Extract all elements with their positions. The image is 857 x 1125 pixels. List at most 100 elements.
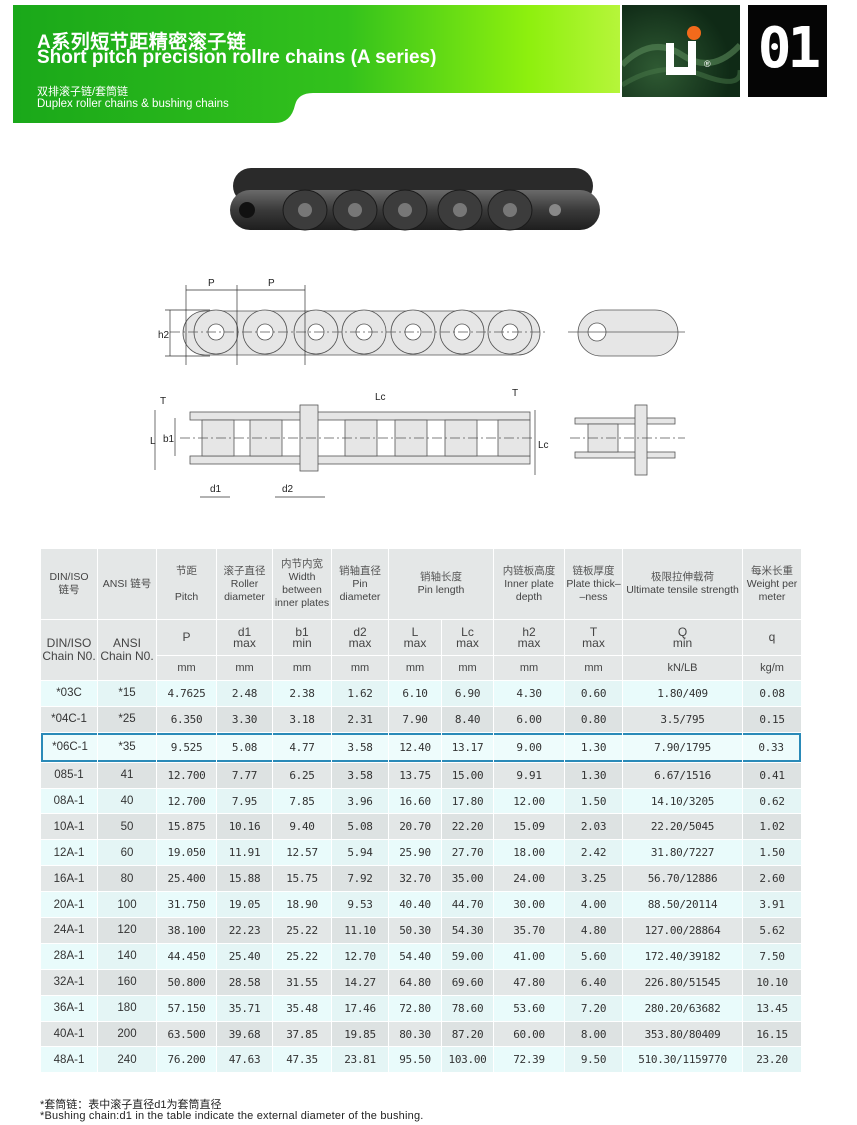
side-view-plate [577, 309, 679, 357]
table-cell: 6.350 [157, 706, 216, 732]
table-cell: 53.60 [494, 995, 565, 1021]
table-row: 085-1 41 12.700 7.77 6.25 3.58 13.75 15.00 9.91 1… [41, 762, 802, 788]
symbol-cell: b1 min [273, 620, 331, 655]
table-cell: 6.67/1516 [623, 762, 743, 788]
table-cell: 16A-1 [41, 866, 97, 892]
table-cell: 10.16 [217, 814, 272, 840]
header-din: DIN/ISO 链号 [41, 549, 97, 619]
table-cell: 44.450 [157, 943, 216, 969]
table-cell: 76.200 [157, 1047, 216, 1073]
unit-cell: kN/LB [623, 656, 743, 680]
banner-background [13, 5, 620, 123]
table-cell: 18.90 [273, 892, 331, 918]
label-pitch-2: P [268, 278, 275, 289]
table-cell: 35.48 [273, 995, 331, 1021]
table-cell: 15.75 [273, 866, 331, 892]
table-row: 36A-1 180 57.150 35.71 35.48 17.46 72.80 78.60 5… [41, 995, 802, 1021]
table-cell: 19.85 [332, 1021, 388, 1047]
table-cell: 2.48 [217, 681, 272, 706]
page-number: 01 [757, 16, 821, 81]
table-cell: 0.60 [565, 681, 623, 706]
table-cell: 085-1 [41, 762, 97, 788]
table-cell: 25.400 [157, 866, 216, 892]
table-cell: 69.60 [442, 969, 494, 995]
table-cell: 30.00 [494, 892, 565, 918]
table-cell: 15.00 [442, 762, 494, 788]
table-cell: 88.50/20114 [623, 892, 743, 918]
table-cell: 57.150 [157, 995, 216, 1021]
header-pitch: 节距 Pitch [157, 549, 216, 619]
table-cell: 7.95 [217, 788, 272, 814]
table-cell: 3.30 [217, 706, 272, 732]
unit-cell: mm [442, 656, 494, 680]
symbol-cell: Lc max [442, 620, 494, 655]
chain-photo [230, 168, 600, 231]
header-tensile-strength: 极限拉伸载荷 Ultimate tensile strength [623, 549, 743, 619]
table-cell: 19.050 [157, 840, 216, 866]
table-cell: 17.46 [332, 995, 388, 1021]
unit-cell: mm [273, 656, 331, 680]
table-cell: 25.40 [217, 943, 272, 969]
label-t-right: T [512, 388, 518, 399]
label-lc-top: Lc [375, 392, 386, 403]
table-cell: 47.35 [273, 1047, 331, 1073]
table-cell: 6.00 [494, 706, 565, 732]
table-cell: 47.63 [217, 1047, 272, 1073]
table-cell: 2.38 [273, 681, 331, 706]
label-t-left: T [160, 396, 166, 407]
table-cell: 5.94 [332, 840, 388, 866]
table-cell: 60.00 [494, 1021, 565, 1047]
table-cell: 56.70/12886 [623, 866, 743, 892]
table-cell: 17.80 [442, 788, 494, 814]
table-cell: 47.80 [494, 969, 565, 995]
table-cell: 48A-1 [41, 1047, 97, 1073]
header-pin-diameter: 销轴直径 Pin diameter [332, 549, 388, 619]
label-d1: d1 [210, 484, 222, 495]
table-cell: 280.20/63682 [623, 995, 743, 1021]
table-cell: 14.27 [332, 969, 388, 995]
label-b1: b1 [163, 434, 175, 445]
symbol-cell: q [743, 620, 802, 655]
table-cell: 25.22 [273, 943, 331, 969]
table-cell: 7.90 [389, 706, 441, 732]
table-cell: 0.15 [743, 706, 802, 732]
table-cell: 37.85 [273, 1021, 331, 1047]
header-banner: A系列短节距精密滚子链 Short pitch precision rollre… [13, 5, 620, 125]
table-cell: 3.58 [332, 732, 388, 762]
symbol-cell: d1 max [217, 620, 272, 655]
table-cell: 8.40 [442, 706, 494, 732]
table-cell: 2.60 [743, 866, 802, 892]
table-cell: 9.00 [494, 732, 565, 762]
table-cell: 5.62 [743, 918, 802, 943]
table-cell: 41 [98, 762, 156, 788]
table-cell: 4.30 [494, 681, 565, 706]
table-cell: 9.91 [494, 762, 565, 788]
page-number-box: 01 [748, 5, 827, 97]
table-cell: *15 [98, 681, 156, 706]
table-cell: 20.70 [389, 814, 441, 840]
table-cell: 12A-1 [41, 840, 97, 866]
table-cell: *04C-1 [41, 706, 97, 732]
unit-cell: mm [565, 656, 623, 680]
table-cell: 25.22 [273, 918, 331, 943]
table-row: *06C-1 *35 9.525 5.08 4.77 3.58 12.40 13.17 9.00… [41, 732, 802, 762]
unit-cell: mm [494, 656, 565, 680]
table-row: *04C-1 *25 6.350 3.30 3.18 2.31 7.90 8.40 6.00 0.… [41, 706, 802, 732]
symbol-cell: P [157, 620, 216, 655]
table-cell: 31.55 [273, 969, 331, 995]
chain-pin [549, 204, 561, 216]
symbol-cell: d2 max [332, 620, 388, 655]
table-cell: 160 [98, 969, 156, 995]
unit-cell: mm [217, 656, 272, 680]
table-cell: 14.10/3205 [623, 788, 743, 814]
table-cell: 10A-1 [41, 814, 97, 840]
brand-logo: ® [622, 5, 740, 97]
table-row: 16A-1 80 25.400 15.88 15.75 7.92 32.70 35.00 24.… [41, 866, 802, 892]
header-ansi: ANSI 链号 [98, 549, 156, 619]
registered-mark: ® [704, 59, 711, 69]
table-cell: 32.70 [389, 866, 441, 892]
label-d2: d2 [282, 484, 294, 495]
table-cell: 3.91 [743, 892, 802, 918]
